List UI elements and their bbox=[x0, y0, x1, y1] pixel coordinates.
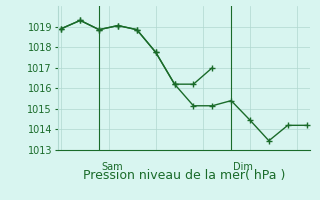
Text: Sam: Sam bbox=[101, 162, 123, 172]
Text: Dim: Dim bbox=[233, 162, 253, 172]
X-axis label: Pression niveau de la mer( hPa ): Pression niveau de la mer( hPa ) bbox=[83, 169, 285, 182]
